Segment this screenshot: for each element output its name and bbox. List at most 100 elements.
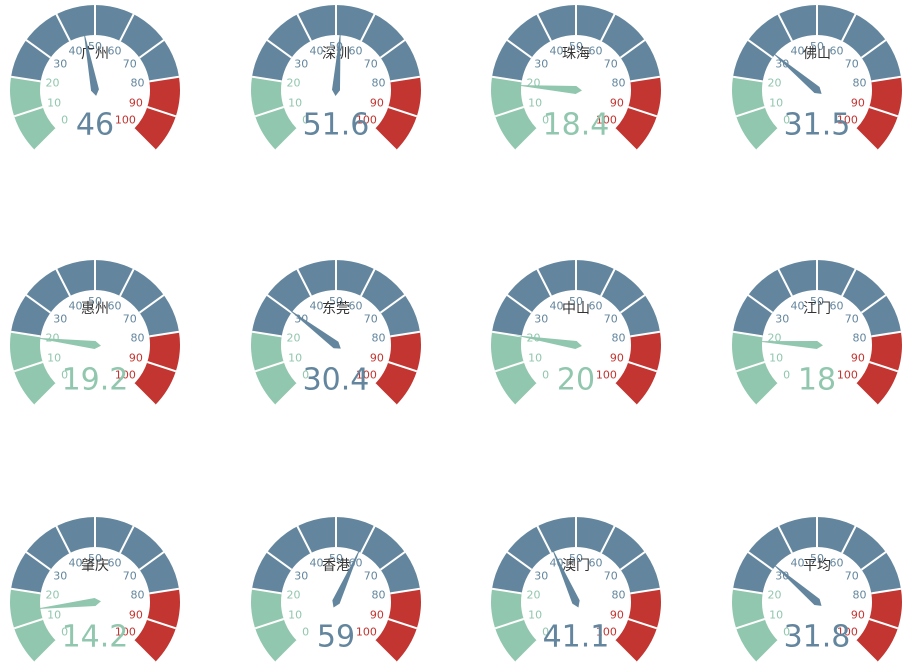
split-line — [254, 361, 285, 373]
split-line — [133, 640, 156, 663]
gauge-value: 18.4 — [543, 108, 610, 143]
gauge-title: 江门 — [803, 301, 831, 317]
split-line — [614, 383, 637, 406]
gauge-band — [11, 4, 179, 82]
gauge-band — [732, 331, 779, 406]
tick-label: 10 — [528, 608, 542, 621]
split-line — [515, 640, 538, 663]
split-line — [494, 361, 525, 373]
tick-label: 80 — [852, 76, 866, 89]
tick-label: 0 — [302, 625, 309, 638]
tick-label: 100 — [837, 113, 858, 126]
split-line — [747, 294, 774, 314]
gauge-band — [11, 259, 179, 337]
gauge-band — [251, 588, 298, 663]
split-line — [756, 128, 779, 151]
gauge-band — [251, 76, 298, 151]
split-line — [25, 39, 52, 59]
split-line — [275, 383, 298, 406]
split-line — [34, 128, 57, 151]
split-line — [614, 128, 637, 151]
tick-label: 100 — [115, 113, 136, 126]
split-line — [735, 361, 766, 373]
tick-label: 30 — [53, 58, 67, 71]
tick-label: 40 — [68, 45, 82, 58]
split-line — [34, 640, 57, 663]
pointer — [332, 28, 341, 96]
split-line — [860, 551, 887, 571]
gauge-title: 珠海 — [562, 46, 590, 62]
tick-label: 60 — [589, 300, 603, 313]
split-line — [360, 13, 376, 42]
split-line — [747, 551, 774, 571]
split-line — [627, 618, 658, 630]
gauge-band — [855, 331, 902, 406]
tick-label: 70 — [364, 313, 378, 326]
split-line — [506, 39, 533, 59]
split-line — [119, 525, 135, 554]
tick-label: 20 — [46, 588, 60, 601]
gauge: 0102030405060708090100东莞30.4 — [251, 259, 422, 406]
tick-label: 90 — [370, 351, 384, 364]
split-line — [138, 551, 165, 571]
split-line — [275, 640, 298, 663]
tick-label: 40 — [790, 45, 804, 58]
tick-label: 10 — [288, 351, 302, 364]
gauge-value: 14.2 — [62, 620, 129, 655]
tick-label: 80 — [130, 76, 144, 89]
tick-label: 100 — [356, 113, 377, 126]
tick-label: 40 — [68, 300, 82, 313]
tick-label: 50 — [810, 40, 824, 53]
gauge-value: 51.6 — [303, 108, 370, 143]
split-line — [494, 106, 525, 118]
split-line — [254, 106, 285, 118]
split-line — [841, 268, 857, 297]
split-line — [13, 106, 44, 118]
tick-label: 40 — [549, 45, 563, 58]
tick-label: 0 — [61, 625, 68, 638]
gauge-band — [11, 517, 179, 594]
tick-label: 30 — [534, 570, 548, 583]
gauge-band — [252, 259, 420, 337]
tick-label: 0 — [61, 113, 68, 126]
split-line — [146, 361, 177, 373]
tick-label: 10 — [769, 351, 783, 364]
gauge-band — [10, 588, 57, 663]
split-line — [871, 587, 902, 595]
gauge-band — [732, 76, 779, 151]
split-line — [374, 640, 397, 663]
tick-label: 30 — [534, 58, 548, 71]
tick-label: 70 — [845, 58, 859, 71]
split-line — [600, 268, 616, 297]
tick-label: 70 — [123, 313, 137, 326]
tick-label: 80 — [611, 76, 625, 89]
split-line — [619, 294, 646, 314]
tick-label: 90 — [370, 96, 384, 109]
split-line — [296, 13, 312, 42]
gauge-value: 59 — [317, 620, 355, 655]
split-line — [149, 75, 180, 83]
tick-label: 20 — [768, 76, 782, 89]
split-line — [13, 618, 44, 630]
tick-label: 20 — [287, 331, 301, 344]
tick-label: 50 — [329, 295, 343, 308]
split-line — [360, 268, 376, 297]
gauge-band — [491, 331, 538, 406]
split-line — [871, 330, 902, 338]
tick-label: 60 — [349, 45, 363, 58]
gauge-band — [374, 588, 421, 663]
tick-label: 40 — [790, 557, 804, 570]
tick-label: 10 — [288, 608, 302, 621]
gauge-band — [251, 331, 298, 406]
split-line — [10, 587, 41, 595]
tick-label: 100 — [596, 625, 617, 638]
tick-label: 90 — [129, 608, 143, 621]
split-line — [868, 106, 899, 118]
split-line — [732, 587, 763, 595]
split-line — [374, 383, 397, 406]
split-line — [735, 106, 766, 118]
gauge-value: 41.1 — [543, 620, 610, 655]
tick-label: 100 — [596, 113, 617, 126]
tick-label: 10 — [528, 351, 542, 364]
